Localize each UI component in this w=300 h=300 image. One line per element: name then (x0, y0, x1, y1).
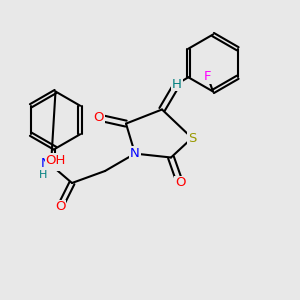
Text: H: H (39, 170, 48, 181)
Text: O: O (55, 200, 65, 214)
Text: O: O (94, 111, 104, 124)
Text: N: N (130, 147, 140, 160)
Text: NH: NH (41, 157, 61, 170)
Text: F: F (204, 70, 211, 83)
Text: OH: OH (45, 154, 66, 167)
Text: S: S (188, 131, 196, 145)
Text: O: O (175, 176, 185, 190)
Text: H: H (172, 77, 182, 91)
